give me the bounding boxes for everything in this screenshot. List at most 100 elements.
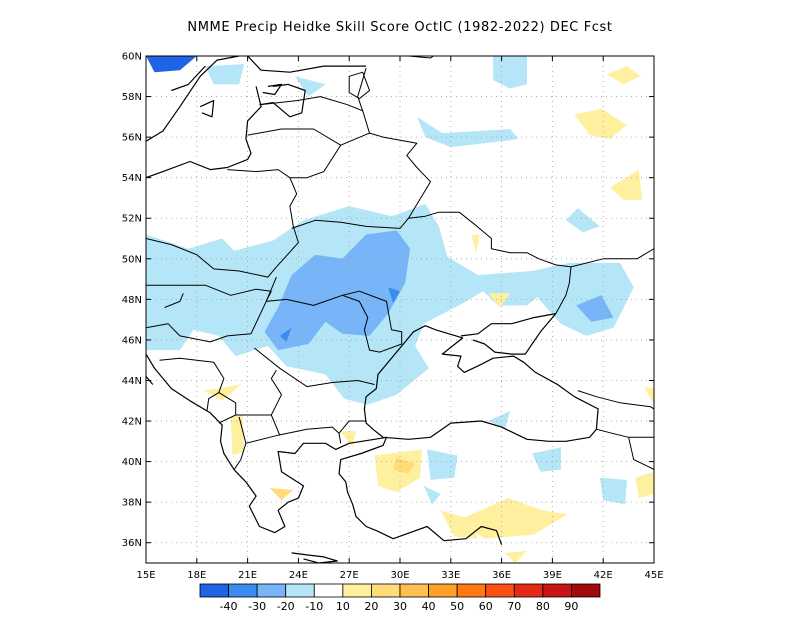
skill-region-10 <box>388 287 400 304</box>
coastline-12 <box>460 313 557 355</box>
skill-region-1 <box>493 56 527 89</box>
x-tick-label-8: 39E <box>543 570 562 581</box>
skill-region-33 <box>269 488 294 501</box>
y-tick-label-2: 40N <box>122 457 142 468</box>
lake-0 <box>407 56 435 59</box>
country-border-10 <box>235 370 282 416</box>
colorbar-label-4: 10 <box>336 600 350 613</box>
skill-region-16 <box>423 485 441 505</box>
country-border-8 <box>159 357 225 411</box>
x-tick-label-2: 21E <box>238 570 257 581</box>
colorbar-swatch-11 <box>513 583 544 598</box>
country-border-23 <box>628 437 654 471</box>
colorbar-swatch-4 <box>313 583 344 598</box>
colorbar-swatch-13 <box>571 583 601 598</box>
colorbar-label-5: 20 <box>364 600 378 613</box>
country-border-16 <box>247 128 341 146</box>
skill-region-0 <box>146 56 197 73</box>
colorbar-swatch-9 <box>456 583 487 598</box>
colorbar-swatch-12 <box>542 583 572 598</box>
country-border-18 <box>291 211 572 314</box>
country-border-14 <box>338 420 367 434</box>
x-tick-label-6: 33E <box>441 570 460 581</box>
y-tick-label-11: 58N <box>122 92 142 103</box>
y-tick-label-0: 36N <box>122 538 142 549</box>
coastline-4 <box>259 83 306 118</box>
colorbar-label-12: 90 <box>564 600 578 613</box>
colorbar-swatch-2 <box>256 583 287 598</box>
coastline-11 <box>363 325 599 442</box>
skill-region-19 <box>574 108 627 140</box>
y-tick-label-7: 50N <box>122 254 142 265</box>
y-tick-label-10: 56N <box>122 133 142 144</box>
skill-region-8 <box>576 295 614 322</box>
country-border-13 <box>270 414 281 436</box>
colorbar-swatch-8 <box>428 583 458 598</box>
coastline-9 <box>291 552 338 563</box>
skill-region-5 <box>205 64 245 85</box>
y-tick-label-5: 46N <box>122 335 142 346</box>
country-border-21 <box>577 390 654 410</box>
colorbar-swatch-10 <box>485 583 515 598</box>
country-border-17 <box>259 96 363 112</box>
x-tick-label-9: 42E <box>594 570 613 581</box>
colorbar-label-2: -20 <box>277 600 295 613</box>
skill-region-15 <box>599 477 627 505</box>
x-tick-label-0: 15E <box>136 570 155 581</box>
skill-region-23 <box>203 384 241 401</box>
y-tick-label-12: 60N <box>122 52 142 63</box>
skill-region-20 <box>610 169 643 200</box>
colorbar-swatch-0 <box>199 583 229 598</box>
skill-region-24 <box>230 415 245 456</box>
x-tick-label-10: 45E <box>644 570 663 581</box>
coastline-6 <box>262 83 283 96</box>
coastline-8 <box>376 525 503 545</box>
colorbar-label-11: 80 <box>536 600 550 613</box>
skill-region-4 <box>295 76 326 97</box>
colorbar-swatch-7 <box>399 583 429 598</box>
country-border-1 <box>227 169 299 268</box>
country-border-22 <box>596 428 654 438</box>
longitude-axis: 15E 18E 21E 24E 27E 30E 33E 36E 39E 42E 45E <box>136 56 664 581</box>
y-tick-label-4: 44N <box>122 376 142 387</box>
latitude-axis: 36N 38N 40N 42N 44N 46N 48N 50N 52N 54N 56N 58N 60N <box>122 52 654 549</box>
colorbar-swatch-1 <box>228 583 258 598</box>
y-tick-label-9: 54N <box>122 173 142 184</box>
skill-region-27 <box>440 510 478 539</box>
skill-region-14 <box>532 447 561 472</box>
country-border-0 <box>146 238 277 278</box>
country-border-7 <box>254 347 375 388</box>
colorbar-label-6: 30 <box>393 600 407 613</box>
skill-region-9 <box>279 327 292 342</box>
skill-region-17 <box>207 313 224 326</box>
country-border-3 <box>164 293 184 308</box>
colorbar-label-7: 40 <box>422 600 436 613</box>
skill-region-28 <box>457 498 568 539</box>
coastline-1 <box>171 65 206 92</box>
skill-region-7 <box>264 230 411 351</box>
coastline-2 <box>247 56 367 73</box>
skill-region-22 <box>488 293 511 308</box>
coastline-0 <box>146 56 240 142</box>
colorbar-label-0: -40 <box>220 600 238 613</box>
skill-region-2 <box>416 116 519 148</box>
colorbar-swatch-6 <box>371 583 401 598</box>
x-tick-label-3: 24E <box>289 570 308 581</box>
skill-region-29 <box>505 550 527 563</box>
colorbar-label-8: 50 <box>450 600 464 613</box>
country-border-9 <box>218 392 237 424</box>
colorbar-label-3: -10 <box>305 600 323 613</box>
colorbar-label-9: 60 <box>479 600 493 613</box>
colorbar-label-10: 70 <box>507 600 521 613</box>
country-border-11 <box>233 416 247 470</box>
lake-1 <box>348 71 371 100</box>
coastline-3 <box>146 86 262 179</box>
skill-region-3 <box>565 208 600 233</box>
y-tick-label-6: 48N <box>122 295 142 306</box>
country-border-19 <box>369 132 431 219</box>
country-border-6 <box>265 276 277 302</box>
country-border-15 <box>289 68 370 179</box>
x-tick-label-5: 30E <box>390 570 409 581</box>
map-title: NMME Precip Heidke Skill Score OctIC (19… <box>187 20 613 35</box>
